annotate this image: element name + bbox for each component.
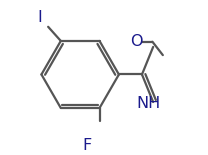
Text: I: I [38,10,42,25]
Text: F: F [82,138,92,153]
Text: NH: NH [137,96,161,111]
Text: O: O [130,34,142,49]
